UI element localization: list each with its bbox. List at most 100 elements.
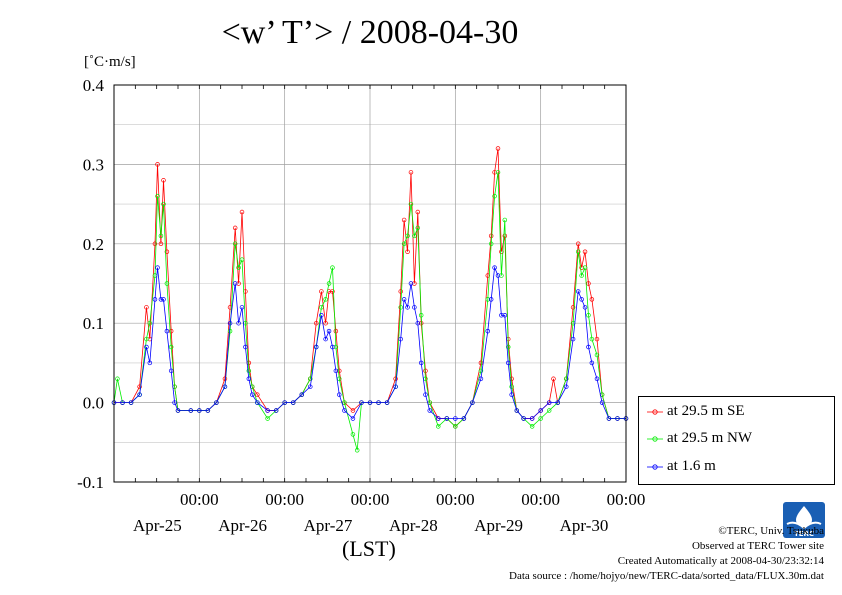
data-point-series-2 xyxy=(161,297,166,302)
data-point-series-1 xyxy=(415,225,421,231)
data-point-series-1 xyxy=(333,344,339,350)
y-tick-label: 0.1 xyxy=(83,314,104,333)
data-point-series-0 xyxy=(579,265,584,270)
plot-frame xyxy=(113,84,627,483)
data-point-series-2 xyxy=(313,344,319,350)
data-point-series-1 xyxy=(436,424,441,429)
data-point-series-1 xyxy=(239,257,245,262)
data-point-series-1 xyxy=(579,273,584,278)
data-point-series-2 xyxy=(412,305,417,310)
data-point-series-2 xyxy=(152,297,158,302)
data-point-series-1 xyxy=(586,313,591,318)
data-point-series-2 xyxy=(546,400,552,405)
data-point-series-1 xyxy=(453,424,458,429)
data-point-series-1 xyxy=(499,273,504,278)
x-tick-date-label: Apr-29 xyxy=(474,516,523,535)
x-tick-date-label: Apr-30 xyxy=(560,516,609,535)
data-point-series-2 xyxy=(555,400,560,405)
data-point-series-0 xyxy=(236,281,241,286)
data-point-series-2 xyxy=(538,408,543,413)
data-point-series-2 xyxy=(418,360,424,366)
data-point-series-1 xyxy=(509,384,514,389)
x-tick-time-label: 00:00 xyxy=(180,490,219,509)
data-point-series-2 xyxy=(172,400,177,405)
data-point-series-2 xyxy=(342,408,347,413)
credit-data-source: Data source : /home/hojyo/new/TERC-data/… xyxy=(509,570,824,582)
data-point-series-2 xyxy=(589,360,595,366)
data-point-series-1 xyxy=(168,344,174,350)
terc-logo-icon: TERC xyxy=(783,502,825,538)
data-point-series-2 xyxy=(222,384,228,389)
credits: ©TERC, Univ. Tsukuba Observed at TERC To… xyxy=(509,524,824,584)
data-point-series-2 xyxy=(330,344,335,350)
data-point-series-2 xyxy=(398,336,403,342)
data-point-series-0 xyxy=(415,209,421,215)
data-point-series-0 xyxy=(319,289,324,294)
data-point-series-2 xyxy=(570,336,576,342)
data-point-series-2 xyxy=(415,320,421,326)
data-point-series-1 xyxy=(408,201,414,207)
data-point-series-2 xyxy=(599,400,605,405)
data-point-series-0 xyxy=(485,273,491,278)
data-point-series-1 xyxy=(227,328,233,334)
legend-marker-nw xyxy=(647,436,663,442)
data-point-series-2 xyxy=(137,392,142,397)
data-point-series-2 xyxy=(319,313,324,318)
data-point-series-2 xyxy=(243,344,248,350)
data-point-series-0 xyxy=(589,297,595,302)
y-tick-label: 0.3 xyxy=(83,155,104,174)
data-point-series-2 xyxy=(529,416,535,421)
data-point-series-0 xyxy=(155,162,160,167)
data-point-series-1 xyxy=(319,305,324,310)
data-point-series-2 xyxy=(282,400,287,405)
data-point-series-2 xyxy=(120,400,125,405)
data-point-series-2 xyxy=(205,408,211,413)
data-point-series-2 xyxy=(564,384,569,389)
data-point-series-2 xyxy=(255,400,260,405)
data-point-series-2 xyxy=(499,313,504,318)
data-point-series-0 xyxy=(594,336,600,342)
data-point-series-2 xyxy=(488,297,494,302)
data-point-series-0 xyxy=(337,368,342,374)
data-point-series-0 xyxy=(401,217,407,223)
series-line-2 xyxy=(114,266,626,420)
data-point-series-2 xyxy=(444,416,450,421)
data-point-series-2 xyxy=(575,289,581,294)
data-point-series-0 xyxy=(418,320,424,326)
data-point-series-2 xyxy=(485,328,491,334)
credit-copyright: ©TERC, Univ. Tsukuba xyxy=(718,525,824,537)
svg-text:TERC: TERC xyxy=(794,530,814,538)
data-point-series-2 xyxy=(214,400,219,405)
data-point-series-0 xyxy=(255,392,260,397)
data-point-series-0 xyxy=(350,408,356,413)
data-point-series-0 xyxy=(313,320,319,326)
data-point-series-2 xyxy=(227,320,233,326)
data-point-series-2 xyxy=(249,392,255,397)
x-tick-date-label: Apr-26 xyxy=(218,516,267,535)
data-point-series-0 xyxy=(551,376,556,382)
data-point-series-1 xyxy=(495,170,501,175)
data-point-series-1 xyxy=(232,241,238,247)
data-point-series-0 xyxy=(495,146,501,151)
x-tick-date-label: Apr-28 xyxy=(389,516,438,535)
x-tick-date-label: Apr-25 xyxy=(133,516,182,535)
data-point-series-2 xyxy=(246,376,252,382)
data-point-series-2 xyxy=(427,408,432,413)
data-point-series-2 xyxy=(290,400,296,405)
data-point-series-2 xyxy=(188,408,194,413)
credit-observed: Observed at TERC Tower site xyxy=(691,540,824,552)
data-point-series-2 xyxy=(333,368,339,374)
data-point-series-0 xyxy=(405,249,410,254)
data-point-series-1 xyxy=(354,447,360,453)
chart-title: <w’ T’> / 2008-04-30 xyxy=(221,14,519,51)
data-point-series-2 xyxy=(505,360,511,366)
legend-marker-se xyxy=(647,409,663,415)
data-point-series-2 xyxy=(384,400,390,405)
data-point-series-2 xyxy=(232,281,238,286)
data-point-series-2 xyxy=(514,408,520,413)
data-point-series-1 xyxy=(147,320,153,326)
data-point-series-2 xyxy=(606,416,612,421)
data-point-series-1 xyxy=(502,217,508,223)
data-point-series-2 xyxy=(326,328,332,334)
